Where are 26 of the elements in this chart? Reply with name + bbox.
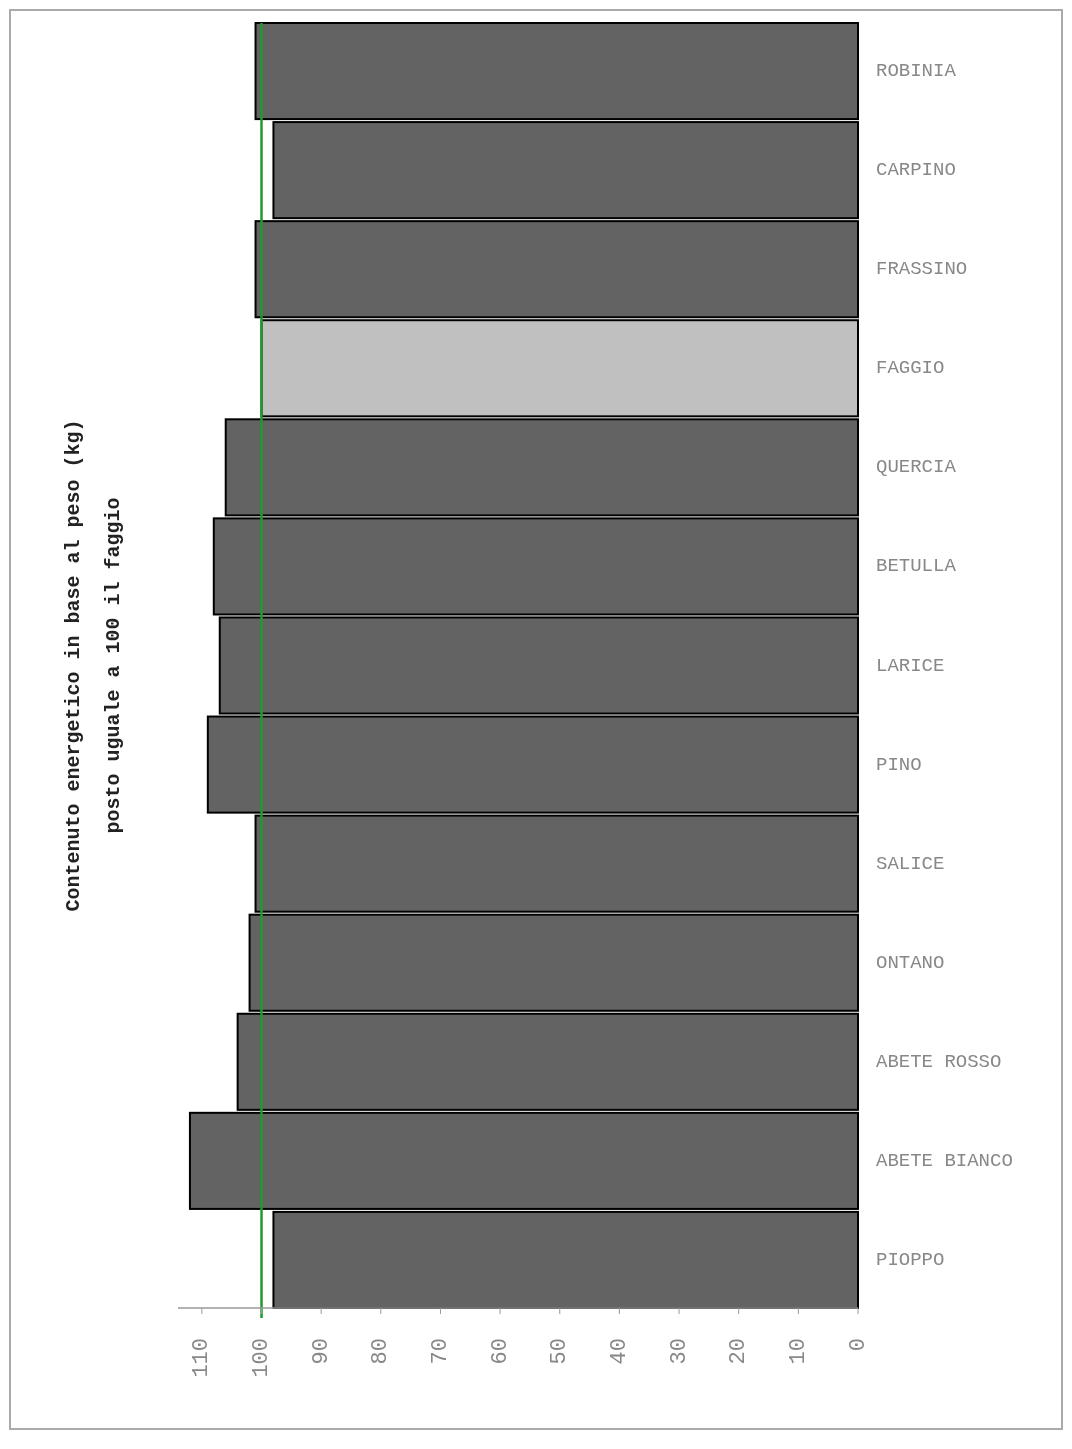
x-tick-label: 110 <box>189 1338 215 1378</box>
x-tick-label: 50 <box>547 1338 573 1365</box>
y-tick-label: QUERCIA <box>876 456 957 479</box>
y-tick-label: CARPINO <box>876 159 956 182</box>
x-tick-label: 30 <box>666 1338 692 1365</box>
y-tick-label: PINO <box>876 753 922 776</box>
y-tick-label: FAGGIO <box>876 357 945 380</box>
y-tick-label: LARICE <box>876 654 945 677</box>
x-tick-label: 20 <box>726 1338 752 1365</box>
x-tick-label: 10 <box>785 1338 811 1365</box>
x-tick-label: 0 <box>845 1338 871 1352</box>
y-axis-title: Contenuto energetico in base al peso (kg) posto uguale a 100 il faggio <box>62 419 125 912</box>
y-tick-label: ABETE ROSSO <box>876 1050 1002 1073</box>
y-tick-label: ROBINIA <box>876 60 957 83</box>
y-tick-label: ONTANO <box>876 951 945 974</box>
y-tick-label: BETULLA <box>876 555 957 578</box>
x-tick-label: 100 <box>249 1338 275 1378</box>
x-tick-label: 90 <box>308 1338 334 1365</box>
x-tick-label: 40 <box>606 1338 632 1365</box>
y-tick-label: FRASSINO <box>876 258 968 281</box>
x-tick-label: 60 <box>487 1338 513 1365</box>
x-tick-label: 70 <box>427 1338 453 1365</box>
y-tick-label: PIOPPO <box>876 1248 945 1271</box>
x-tick-label: 80 <box>368 1338 394 1365</box>
y-tick-label: SALICE <box>876 852 945 875</box>
y-tick-label: ABETE BIANCO <box>876 1149 1013 1172</box>
